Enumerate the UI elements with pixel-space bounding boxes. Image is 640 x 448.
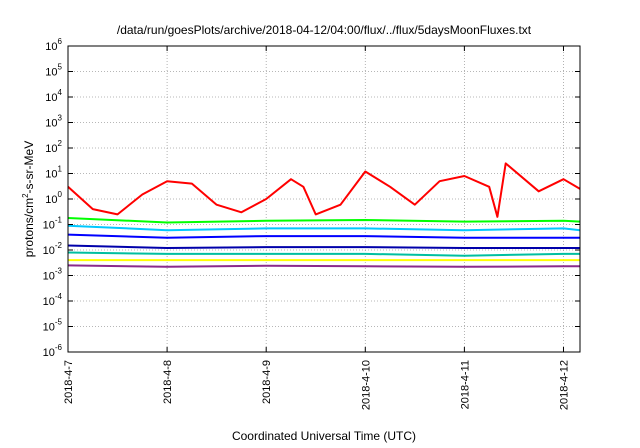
series-line-3	[67, 224, 581, 232]
x-tick-label: 2018-4-10	[360, 360, 372, 410]
y-tick-label: 10-2	[43, 241, 63, 257]
x-tick-label: 2018-4-9	[261, 360, 273, 404]
series-line-1	[67, 162, 581, 218]
x-tick-label: 2018-4-8	[162, 360, 174, 404]
y-tick-label: 104	[45, 88, 62, 104]
series-lines	[67, 162, 581, 268]
series-line-6	[67, 251, 580, 257]
y-tick-label: 10-4	[43, 292, 63, 308]
y-tick-label: 106	[45, 37, 62, 53]
y-tick-label: 101	[45, 165, 62, 181]
y-axis-label: protons/cm2-s-sr-MeV	[21, 141, 36, 257]
series-line-4	[67, 233, 580, 239]
y-axis: 10-6 10-5 10-4 10-3 10-2 10-1 100 101 102 103 104 1…	[43, 37, 580, 359]
series-line-5	[67, 244, 580, 249]
series-line-2	[67, 217, 581, 224]
y-tick-label: 102	[45, 139, 62, 155]
x-tick-label: 2018-4-11	[459, 360, 471, 409]
y-tick-label: 10-3	[43, 267, 63, 283]
x-axis: 2018-4-7 2018-4-8 2018-4-9 2018-4-10 2018-4-…	[63, 46, 570, 410]
x-axis-label: Coordinated Universal Time (UTC)	[232, 429, 416, 443]
y-tick-label: 10-5	[43, 318, 63, 334]
x-tick-label: 2018-4-12	[558, 360, 570, 410]
y-tick-label: 10-1	[43, 216, 63, 232]
y-tick-label: 100	[45, 190, 62, 206]
chart-title: /data/run/goesPlots/archive/2018-04-12/0…	[117, 23, 532, 37]
y-tick-label: 10-6	[43, 343, 63, 359]
y-tick-label: 103	[45, 114, 62, 130]
series-line-8	[67, 264, 580, 268]
y-tick-label: 105	[45, 63, 62, 79]
grid-lines	[68, 46, 580, 352]
x-tick-label: 2018-4-7	[63, 360, 75, 404]
